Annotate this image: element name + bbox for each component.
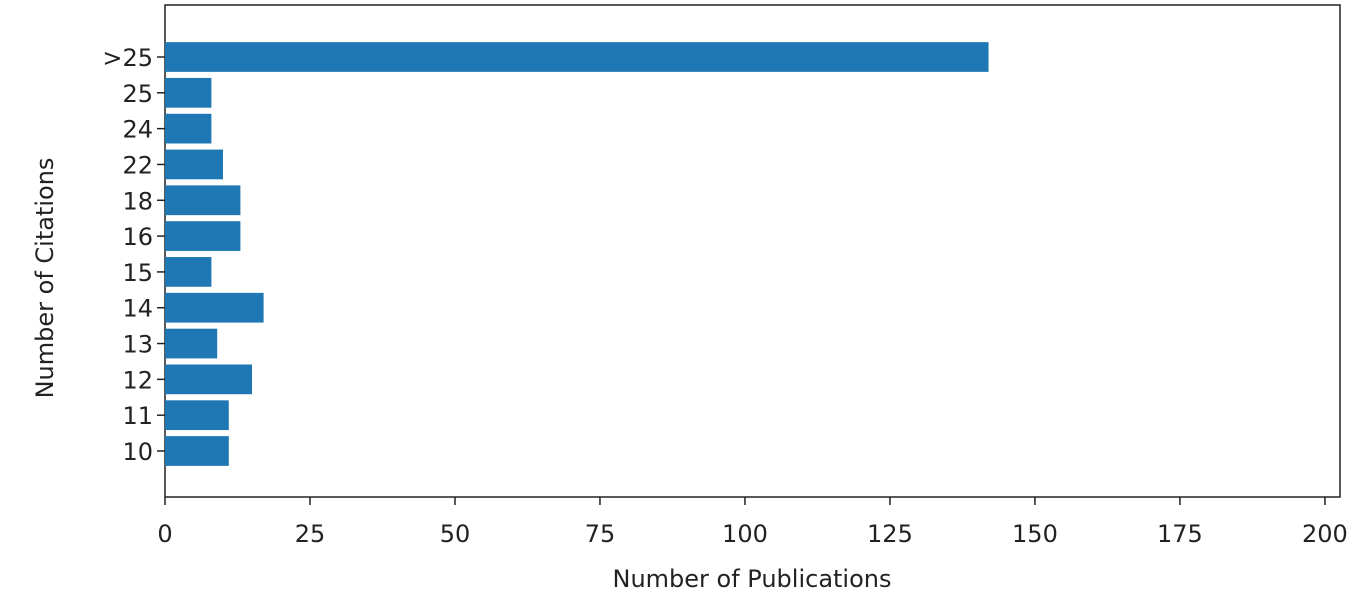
bar <box>165 400 229 431</box>
x-tick-label: 200 <box>1302 520 1348 548</box>
y-tick-label: 15 <box>122 259 153 287</box>
bar <box>165 436 229 466</box>
y-tick-label: 10 <box>122 438 153 466</box>
bar <box>165 149 223 180</box>
plot-frame <box>164 4 1341 498</box>
y-tick-label: 18 <box>122 187 153 215</box>
x-axis-label: Number of Publications <box>612 565 891 593</box>
bar <box>165 257 212 287</box>
y-tick-label: 25 <box>122 80 153 108</box>
bar <box>165 42 989 72</box>
y-tick-label: 14 <box>122 295 153 323</box>
x-tick-label: 75 <box>585 520 616 548</box>
y-tick-label: 12 <box>122 366 153 394</box>
y-tick-label: 22 <box>122 151 153 179</box>
bar <box>165 328 218 359</box>
x-tick-label: 125 <box>867 520 913 548</box>
bar <box>165 364 252 395</box>
x-tick-label: 100 <box>722 520 768 548</box>
bar <box>165 185 241 216</box>
y-tick-label: 13 <box>122 331 153 359</box>
x-tick-label: 50 <box>440 520 471 548</box>
y-axis-label: Number of Citations <box>31 158 59 399</box>
bar <box>165 292 264 323</box>
y-tick-label: 16 <box>122 223 153 251</box>
x-tick-label: 25 <box>295 520 326 548</box>
x-tick-label: 175 <box>1157 520 1203 548</box>
x-tick-label: 150 <box>1012 520 1058 548</box>
bar <box>165 77 212 108</box>
bar <box>165 113 212 144</box>
y-tick-label: 11 <box>122 402 153 430</box>
y-tick-label: >25 <box>102 44 153 72</box>
bar <box>165 221 241 251</box>
y-tick-label: 24 <box>122 116 153 144</box>
x-tick-label: 0 <box>157 520 172 548</box>
